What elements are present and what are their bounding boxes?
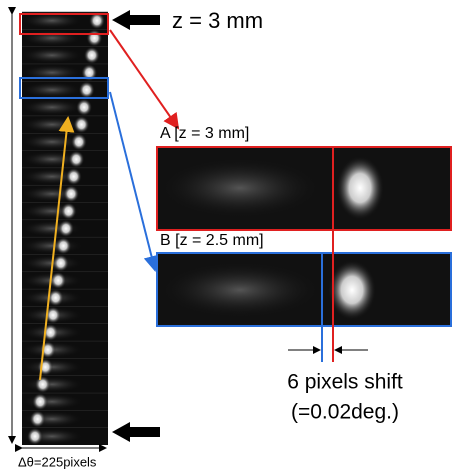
row-spot [30, 410, 46, 427]
red-pointer [110, 30, 178, 128]
row-spot [84, 47, 100, 64]
shift-label: 6 pixels shift [287, 371, 403, 394]
panel-b-spot [328, 260, 376, 320]
row-spot [55, 237, 71, 254]
row-glow [22, 394, 82, 410]
blue-pointer [110, 92, 155, 270]
width-label: Δθ=225pixels [18, 454, 97, 469]
row-spot [66, 168, 82, 185]
row-spot [76, 99, 92, 116]
panel-a-glow [160, 158, 320, 218]
panel-a-spot [336, 156, 384, 220]
row-spot [71, 133, 87, 150]
top-arrow [112, 10, 160, 30]
row-spot [79, 81, 95, 98]
row-spot [74, 116, 90, 133]
row-spot [61, 203, 77, 220]
row-glow [22, 48, 82, 64]
row-glow [22, 238, 82, 254]
row-glow [22, 99, 82, 115]
row-glow [22, 82, 82, 98]
panel-b-label: B [z = 2.5 mm] [160, 232, 264, 249]
image-strip [22, 12, 108, 445]
row-spot [53, 254, 69, 271]
row-spot [35, 376, 51, 393]
figure: z = 3 mm Δθ=225pixels A [z = 3 mm] B [z … [0, 0, 452, 472]
row-spot [27, 428, 43, 445]
row-glow [22, 30, 82, 46]
row-glow [22, 117, 82, 133]
row-spot [68, 151, 84, 168]
row-spot [32, 393, 48, 410]
panel-b-glow [160, 262, 320, 318]
row-glow [22, 377, 82, 393]
row-spot [58, 220, 74, 237]
row-spot [63, 185, 79, 202]
bottom-arrow [112, 422, 160, 442]
row-glow [22, 13, 82, 29]
shift-deg-label: (=0.02deg.) [291, 401, 399, 424]
row-spot [50, 272, 66, 289]
row-spot [86, 29, 102, 46]
panel-a-label: A [z = 3 mm] [160, 125, 249, 142]
z-label: z = 3 mm [172, 8, 263, 33]
